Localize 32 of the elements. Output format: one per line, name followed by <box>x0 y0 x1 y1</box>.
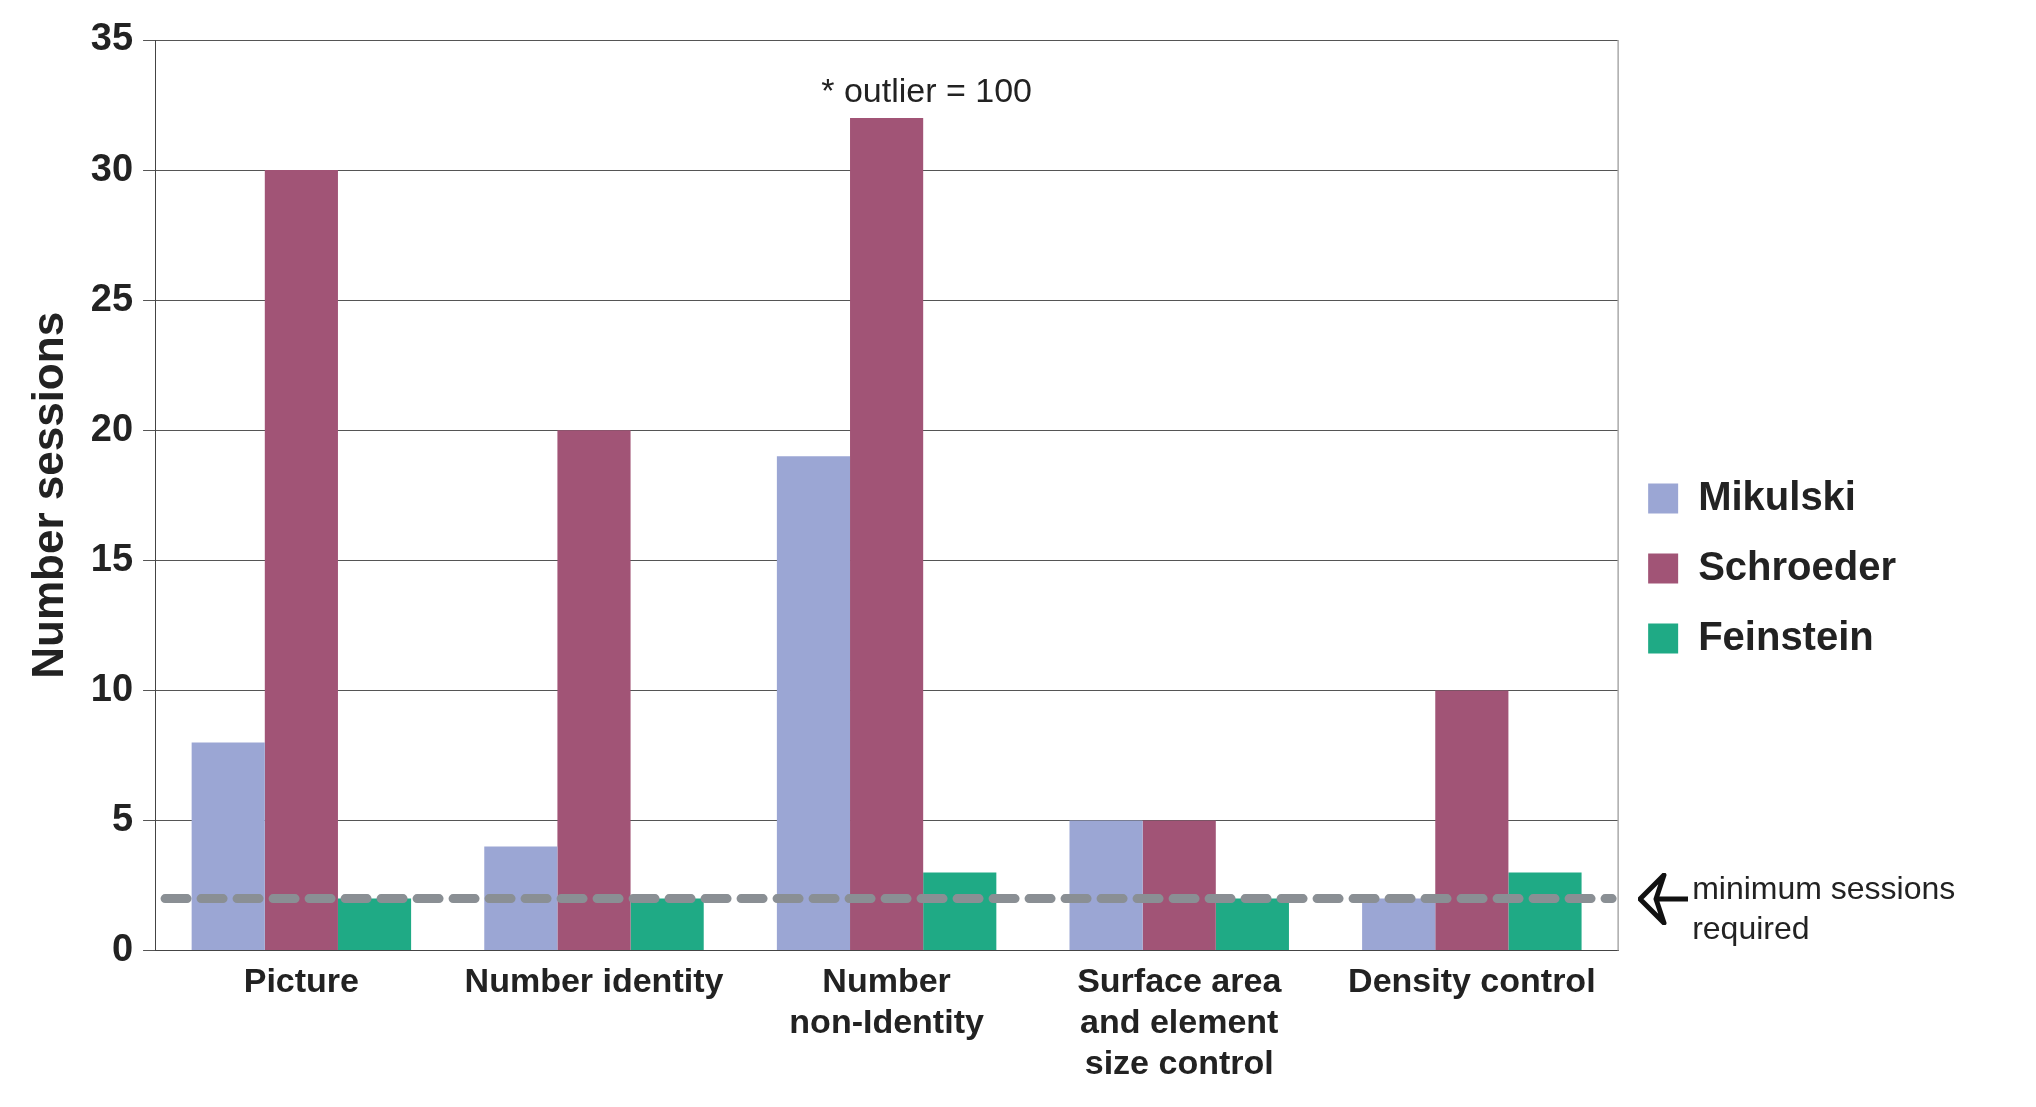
annotation: * outlier = 100 <box>821 71 1032 110</box>
bar <box>630 898 704 951</box>
bar <box>1069 820 1143 951</box>
y-tick-label: 25 <box>90 276 134 319</box>
x-tick-label: Number non-Identity <box>789 961 984 1041</box>
bar <box>1435 690 1509 951</box>
legend-label: Feinstein <box>1698 613 1874 658</box>
bar <box>484 846 558 951</box>
bar <box>850 118 924 951</box>
y-tick-label: 10 <box>90 666 134 709</box>
y-tick-label: 20 <box>90 406 134 449</box>
bar <box>191 742 265 951</box>
bar <box>776 456 851 951</box>
y-tick-label: 35 <box>90 16 134 59</box>
y-tick-label: 30 <box>90 146 134 189</box>
x-tick-label: Number identity <box>464 961 724 1000</box>
x-tick-label: Density control <box>1348 961 1596 1000</box>
bar <box>557 430 631 951</box>
legend-label: Schroeder <box>1698 543 1897 588</box>
bar <box>1215 898 1289 951</box>
x-tick-label: Surface area and element size control <box>1077 961 1283 1081</box>
y-axis-title: Number sessions <box>22 311 72 679</box>
y-tick-label: 0 <box>111 927 134 970</box>
x-tick-label: Picture <box>243 961 360 1000</box>
bar <box>264 170 338 951</box>
bar <box>1362 898 1436 951</box>
bar <box>337 898 412 951</box>
y-tick-label: 15 <box>90 536 134 579</box>
ref-line-label: minimum sessions required <box>1692 870 1956 947</box>
y-tick-label: 5 <box>111 797 134 839</box>
bar <box>1142 820 1216 951</box>
legend-label: Mikulski <box>1698 473 1856 518</box>
